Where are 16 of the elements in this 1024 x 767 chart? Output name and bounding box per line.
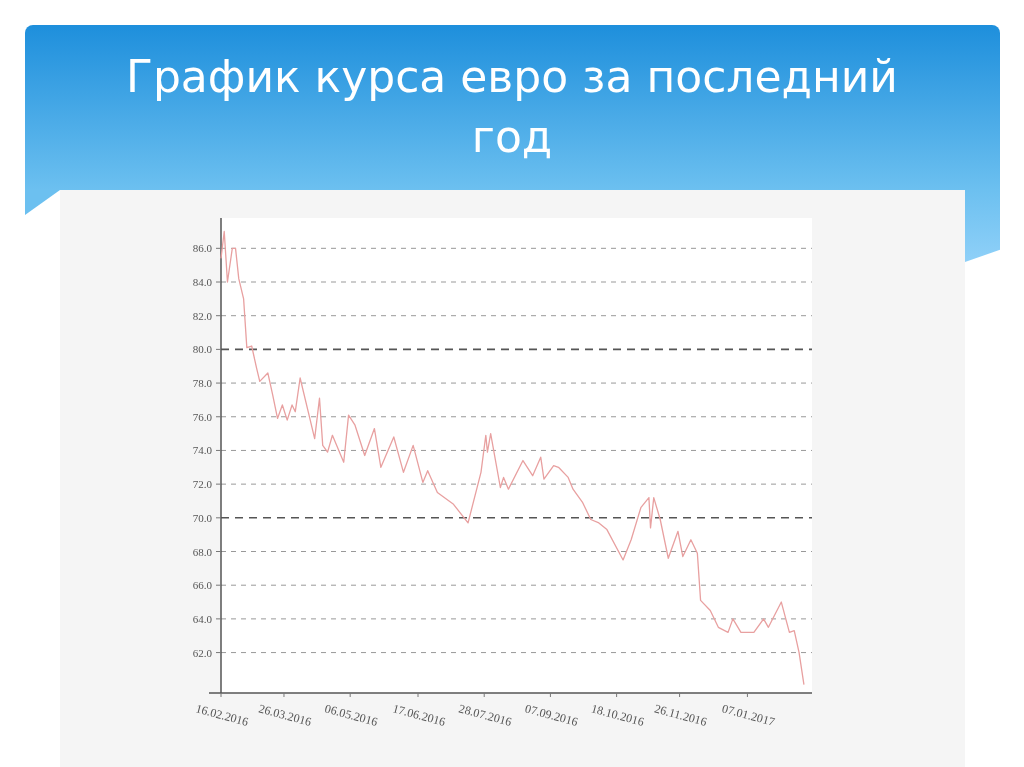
y-tick-label: 76.0 xyxy=(192,410,213,423)
x-tick-label: 07.01.2017 xyxy=(720,701,777,729)
y-tick-label: 64.0 xyxy=(192,612,213,625)
y-tick-label: 82.0 xyxy=(192,309,213,322)
y-tick-label: 86.0 xyxy=(192,242,213,255)
chart-title: График курса евро за последний год xyxy=(126,51,898,162)
y-tick-label: 84.0 xyxy=(192,276,213,289)
y-tick-label: 62.0 xyxy=(192,646,213,659)
y-tick-label: 74.0 xyxy=(192,444,213,457)
line-series xyxy=(220,230,805,686)
y-tick-label: 68.0 xyxy=(192,545,213,558)
y-tick-label: 80.0 xyxy=(192,343,213,356)
y-tick-label: 78.0 xyxy=(192,377,213,390)
y-tick-label: 70.0 xyxy=(192,511,213,524)
y-tick-label: 66.0 xyxy=(192,579,213,592)
y-tick-label: 72.0 xyxy=(192,478,213,491)
